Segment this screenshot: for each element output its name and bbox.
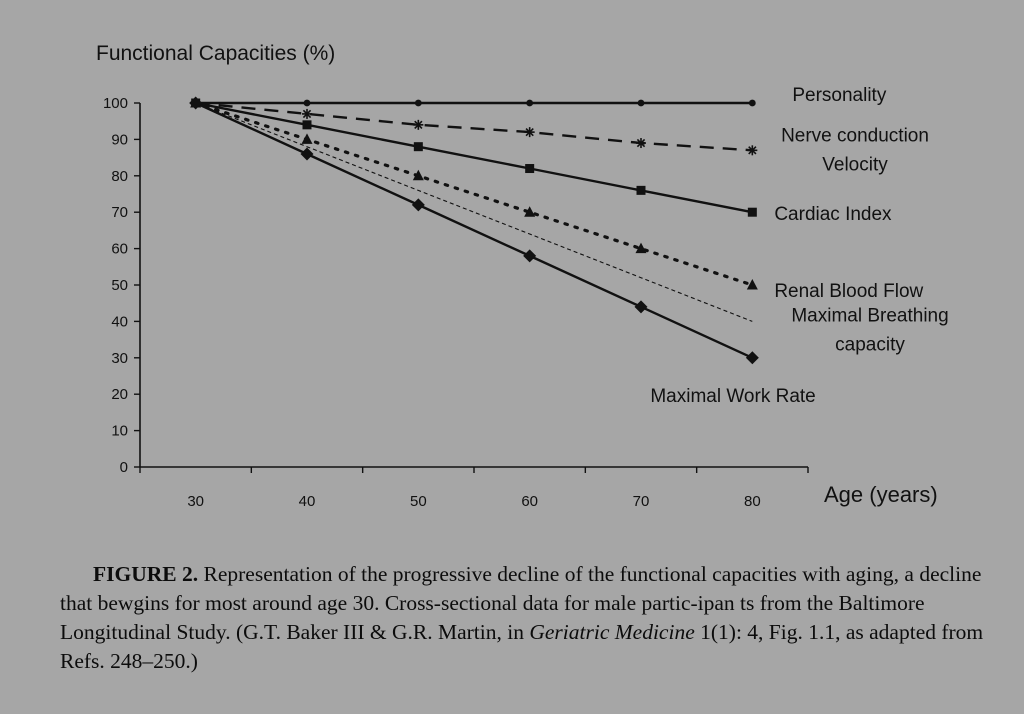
data-point-nerve-conduction-velocity [524,127,535,138]
data-point-personality [526,99,534,107]
series-markers [189,96,759,365]
y-tick-label: 10 [111,423,128,440]
data-point-nerve-conduction-velocity [747,145,758,156]
data-point-cardiac-index [747,207,757,217]
y-tick-label: 40 [111,313,128,330]
data-point-maximal-work-rate [411,198,425,212]
series-label-maximal-breathing-capacity: capacity [835,334,905,355]
data-point-cardiac-index [636,185,646,195]
series-label-personality: Personality [792,85,886,106]
data-point-renal-blood-flow [635,242,647,254]
y-tick-label: 20 [111,386,128,403]
figure-label: FIGURE 2. [93,562,199,586]
data-point-renal-blood-flow [746,279,758,290]
series-label-cardiac-index: Cardiac Index [774,204,892,225]
data-point-maximal-work-rate [634,300,648,314]
data-point-maximal-work-rate [189,96,203,110]
data-point-personality [303,99,311,107]
data-point-maximal-work-rate [523,249,537,263]
caption-journal: Geriatric Medicine [529,620,695,644]
y-tick-label: 60 [111,241,128,258]
data-point-nerve-conduction-velocity [302,108,312,119]
series-label-nerve-conduction-velocity: Velocity [822,154,888,175]
series-label-renal-blood-flow: Renal Blood Flow [774,281,923,302]
figure-caption: FIGURE 2. Representation of the progress… [60,560,1005,676]
data-point-cardiac-index [413,142,423,152]
data-point-nerve-conduction-velocity [636,138,646,149]
data-point-renal-blood-flow [524,206,536,217]
series-line-renal-blood-flow [194,101,754,287]
data-point-personality [637,99,645,107]
x-tick-label: 40 [299,493,316,510]
data-point-renal-blood-flow [412,169,424,181]
x-ticks: 30 40 50 60 70 80 [139,467,809,510]
data-point-cardiac-index [525,164,535,174]
series-label-maximal-breathing-capacity: Maximal Breathing [791,305,948,326]
caption-text-before: Representation of the progressive declin… [60,562,982,644]
data-point-maximal-work-rate [745,351,759,365]
y-tick-label: 100 [103,95,128,112]
series-label-maximal-work-rate: Maximal Work Rate [650,386,815,407]
y-tick-label: 30 [111,350,128,367]
series-line-maximal-breathing-capacity [195,102,753,322]
series-label-nerve-conduction-velocity: Nerve conduction [781,125,929,146]
y-tick-label: 80 [111,168,128,185]
x-tick-label: 50 [410,493,427,510]
y-tick-label: 90 [111,131,128,148]
series-line-nerve-conduction-velocity [195,101,753,152]
data-point-personality [414,99,422,107]
data-point-personality [748,99,756,107]
x-tick-label: 60 [521,493,538,510]
y-axis-label: Functional Capacities (%) [96,42,335,65]
y-tick-label: 50 [111,277,128,294]
y-ticks: 0 10 20 30 40 50 60 70 80 90 100 [103,95,140,476]
x-tick-label: 70 [633,493,650,510]
data-point-maximal-work-rate [300,147,314,161]
data-point-cardiac-index [302,120,312,130]
series-lines [194,101,754,359]
series-line-cardiac-index [195,101,753,214]
series-line-maximal-work-rate [195,101,753,359]
x-tick-label: 30 [187,493,204,510]
data-point-renal-blood-flow [301,133,313,144]
x-axis-label: Age (years) [824,482,938,507]
x-tick-label: 80 [744,493,761,510]
data-point-nerve-conduction-velocity [413,119,424,130]
caption-text-after: 1(1): 4, Fig. 1.1, as adapted from Refs.… [60,620,984,673]
series-labels: Personality Nerve conduction Velocity Cardi… [650,85,948,407]
y-tick-label: 70 [111,204,128,221]
line-chart: Functional Capacities (%) Age (years) 0 1… [96,42,949,510]
y-tick-label: 0 [120,459,128,476]
